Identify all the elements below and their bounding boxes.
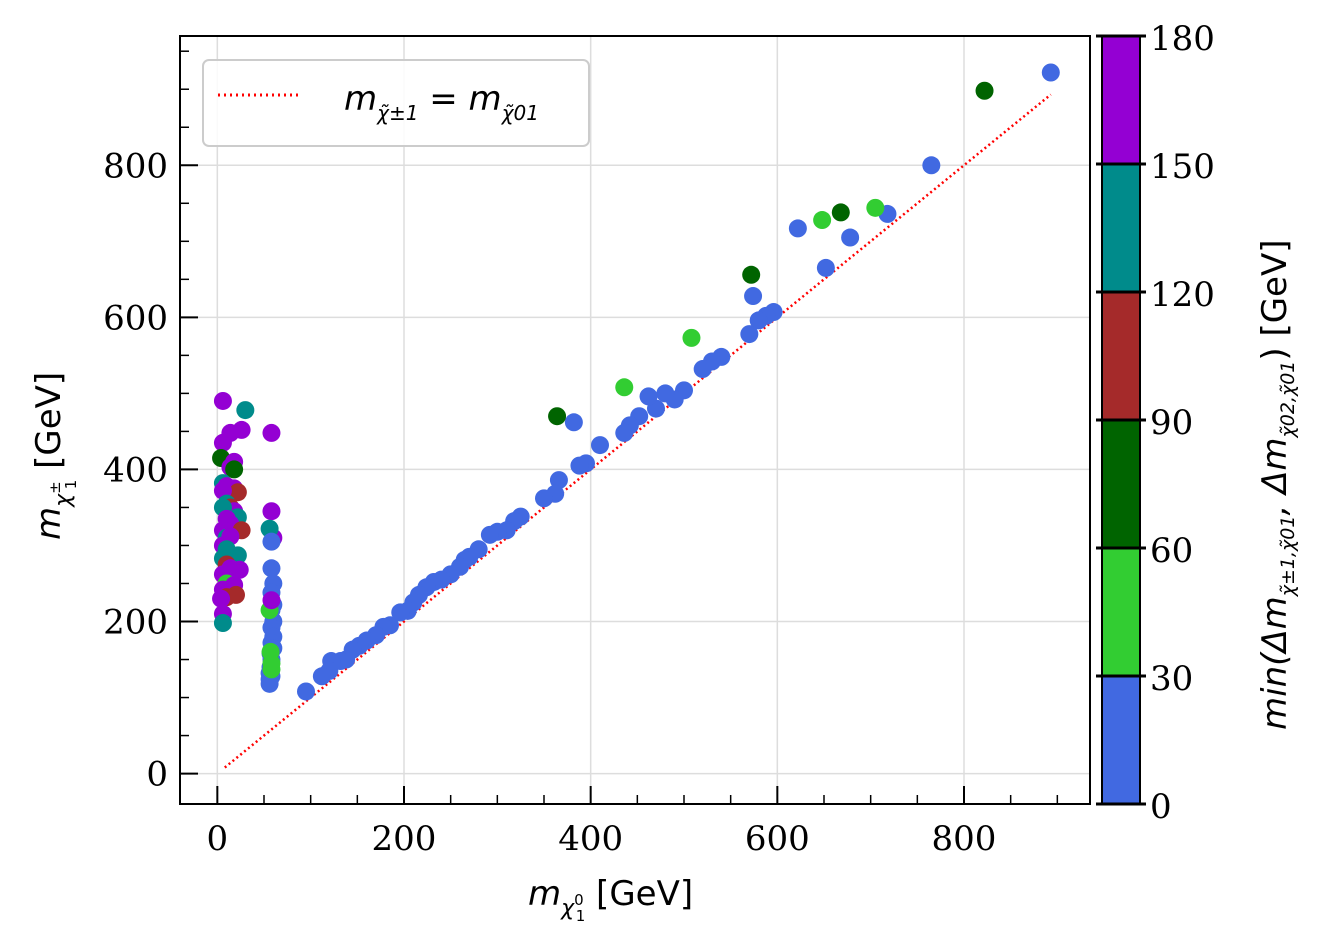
x-axis-label: mχ0 1 [GeV] bbox=[528, 874, 693, 925]
data-point bbox=[549, 471, 568, 490]
data-point bbox=[262, 591, 281, 610]
data-point bbox=[548, 407, 567, 426]
data-point bbox=[656, 384, 675, 403]
data-point bbox=[228, 483, 247, 502]
data-point bbox=[262, 559, 281, 578]
colorbar-segment bbox=[1102, 420, 1140, 548]
x-tick-label: 200 bbox=[372, 819, 437, 859]
data-point bbox=[615, 378, 634, 397]
data-point bbox=[262, 660, 281, 679]
data-point bbox=[682, 328, 701, 347]
plot-frame bbox=[179, 35, 1091, 805]
data-point bbox=[391, 603, 410, 622]
data-point bbox=[831, 203, 850, 222]
data-point bbox=[564, 413, 583, 432]
colorbar-tick-label: 0 bbox=[1150, 787, 1172, 827]
data-point bbox=[297, 682, 315, 701]
data-point bbox=[788, 219, 807, 238]
data-point bbox=[480, 525, 499, 544]
data-point bbox=[535, 489, 553, 508]
colorbar: 0 30 60 90 120 150 180 bbox=[1096, 19, 1215, 827]
x-tick-label: 600 bbox=[745, 819, 810, 859]
data-point bbox=[312, 667, 331, 686]
legend-entry: mχ̃±1 = mχ̃01 bbox=[344, 79, 539, 125]
x-tick-label: 0 bbox=[207, 819, 229, 859]
data-point bbox=[693, 360, 712, 379]
data-point bbox=[213, 391, 232, 410]
colorbar-segment bbox=[1102, 164, 1140, 292]
legend: mχ̃±1 = mχ̃01 bbox=[202, 59, 590, 147]
data-point bbox=[813, 211, 832, 230]
data-point bbox=[866, 198, 885, 217]
data-point bbox=[570, 456, 589, 475]
data-point bbox=[225, 460, 244, 479]
data-point bbox=[922, 156, 941, 175]
data-point bbox=[260, 674, 279, 693]
data-point bbox=[841, 228, 860, 247]
y-tick-label: 200 bbox=[103, 603, 168, 643]
y-tick-label: 0 bbox=[146, 755, 168, 795]
y-tick-label: 800 bbox=[103, 146, 168, 186]
y-tick-label: 400 bbox=[103, 450, 168, 490]
data-point bbox=[212, 589, 231, 608]
colorbar-segment bbox=[1102, 36, 1140, 164]
y-tick-label: 600 bbox=[103, 298, 168, 338]
data-point bbox=[213, 433, 232, 452]
data-point bbox=[236, 401, 255, 420]
data-point bbox=[262, 502, 281, 521]
data-point bbox=[213, 614, 232, 633]
legend-box bbox=[202, 59, 590, 147]
colorbar-tick-label: 120 bbox=[1150, 275, 1215, 315]
colorbar-segment bbox=[1102, 292, 1140, 420]
colorbar-segment bbox=[1102, 676, 1140, 804]
colorbar-segment bbox=[1102, 548, 1140, 676]
data-point bbox=[230, 560, 249, 579]
data-point bbox=[816, 258, 835, 277]
data-point bbox=[744, 287, 763, 306]
data-point bbox=[740, 325, 759, 344]
data-point bbox=[1041, 63, 1060, 82]
data-point bbox=[262, 532, 281, 551]
data-point bbox=[975, 81, 994, 100]
colorbar-tick-label: 30 bbox=[1150, 659, 1193, 699]
x-tick-label: 400 bbox=[558, 819, 623, 859]
y-axis-label: mχ±1 [GeV] bbox=[29, 372, 80, 540]
axis-ticks: 0 200 400 600 800 0 200 400 600 800 bbox=[103, 50, 1059, 859]
data-point bbox=[232, 420, 251, 439]
colorbar-label: min(Δmχ̃±1,χ̃01, Δmχ̃02,χ̃01) [GeV] bbox=[1255, 240, 1299, 731]
colorbar-tick-label: 180 bbox=[1150, 19, 1215, 59]
colorbar-tick-label: 150 bbox=[1150, 147, 1215, 187]
data-point bbox=[742, 265, 761, 284]
colorbar-tick-label: 60 bbox=[1150, 531, 1193, 571]
data-point bbox=[262, 423, 281, 442]
data-point bbox=[591, 436, 609, 455]
data-point bbox=[749, 311, 768, 330]
colorbar-tick-label: 90 bbox=[1150, 403, 1193, 443]
data-point bbox=[615, 423, 634, 442]
data-points bbox=[212, 63, 1060, 701]
x-tick-label: 800 bbox=[932, 819, 997, 859]
data-point bbox=[639, 387, 658, 406]
